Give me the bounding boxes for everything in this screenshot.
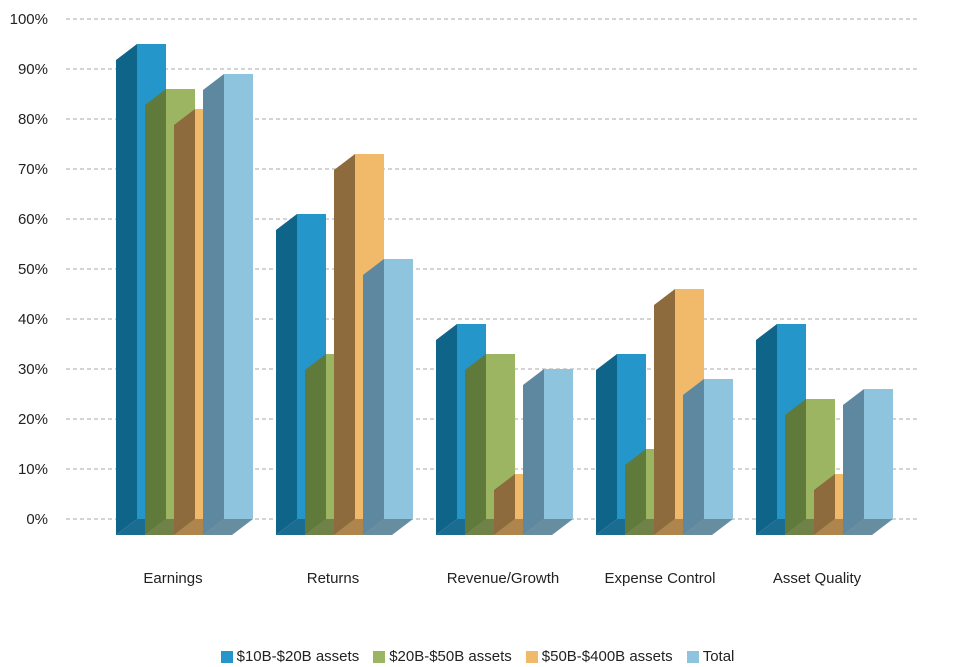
category-label: Expense Control (605, 570, 716, 587)
legend-label: $50B-$400B assets (541, 648, 673, 665)
legend-item-20b-50b: $20B-$50B assets (373, 648, 512, 665)
legend-label: Total (702, 648, 735, 665)
bar-side (145, 89, 166, 535)
y-axis-ticks: 0% 10% 20% 30% 40% 50% 60% 70% 80% 90% 100% (10, 11, 48, 528)
category-label: Returns (307, 570, 360, 587)
bar-side (436, 324, 457, 535)
y-tick-label: 40% (18, 311, 48, 328)
legend-item-50b-400b: $50B-$400B assets (525, 648, 673, 665)
bars (116, 44, 893, 535)
bar (224, 74, 253, 519)
bar-side (625, 449, 646, 535)
bar-side (596, 354, 617, 535)
bar-side (654, 289, 675, 535)
y-tick-label: 70% (18, 161, 48, 178)
y-tick-label: 50% (18, 261, 48, 278)
bar-side (683, 379, 704, 535)
y-tick-label: 80% (18, 111, 48, 128)
legend-swatch (525, 650, 538, 663)
y-tick-label: 10% (18, 461, 48, 478)
bar-side (465, 354, 486, 535)
category-label: Earnings (143, 570, 202, 587)
bar (384, 259, 413, 519)
bar-side (116, 44, 137, 535)
legend-item-total: Total (686, 648, 735, 665)
bar-group (756, 324, 893, 535)
bar-side (203, 74, 224, 535)
bar-side (494, 474, 515, 535)
legend-label: $10B-$20B assets (236, 648, 360, 665)
bar-side (785, 399, 806, 535)
bar-side (843, 389, 864, 535)
bar-side (334, 154, 355, 535)
bar-side (814, 474, 835, 535)
category-label: Asset Quality (773, 570, 862, 587)
y-tick-label: 60% (18, 211, 48, 228)
bar-group (596, 289, 733, 535)
bar-group (276, 154, 413, 535)
legend-swatch (220, 650, 233, 663)
legend-swatch (373, 650, 386, 663)
legend-swatch (686, 650, 699, 663)
bar-side (363, 259, 384, 535)
bar (544, 369, 573, 519)
bar-base (203, 519, 253, 535)
bar-base (843, 519, 893, 535)
category-label: Revenue/Growth (447, 570, 560, 587)
bar-base (523, 519, 573, 535)
bar-side (174, 109, 195, 535)
y-tick-label: 100% (10, 11, 48, 28)
bar-group (436, 324, 573, 535)
legend-label: $20B-$50B assets (389, 648, 512, 665)
bar-group (116, 44, 253, 535)
y-tick-label: 0% (26, 511, 48, 528)
bar-side (523, 369, 544, 535)
bar-base (683, 519, 733, 535)
bar-base (363, 519, 413, 535)
legend: $10B-$20B assets $20B-$50B assets $50B-$… (0, 648, 955, 665)
bar-side (305, 354, 326, 535)
y-tick-label: 90% (18, 61, 48, 78)
x-axis-categories: Earnings Returns Revenue/Growth Expense Con… (143, 570, 861, 587)
y-tick-label: 20% (18, 411, 48, 428)
bar-chart: 0% 10% 20% 30% 40% 50% 60% 70% 80% 90% 100% Earnin… (10, 11, 918, 587)
bar-side (276, 214, 297, 535)
legend-item-10b-20b: $10B-$20B assets (220, 648, 360, 665)
bar (704, 379, 733, 519)
y-tick-label: 30% (18, 361, 48, 378)
bar (864, 389, 893, 519)
bar-side (756, 324, 777, 535)
